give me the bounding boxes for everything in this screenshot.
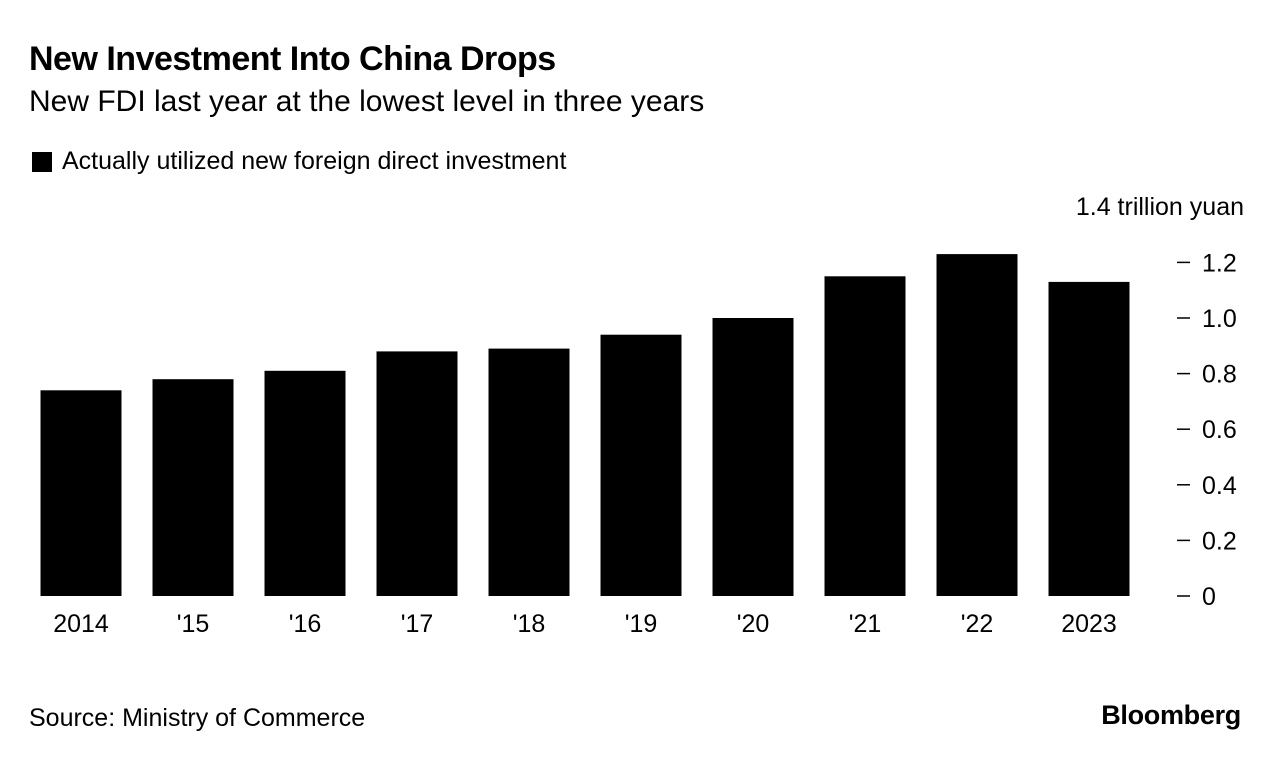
legend-swatch	[32, 151, 52, 172]
x-tick-label: '19	[625, 610, 658, 638]
x-tick-label: '22	[961, 610, 994, 638]
bar-'22	[936, 254, 1018, 596]
y-tick-label: 0.6	[1202, 416, 1237, 444]
x-tick-label: '16	[289, 610, 322, 638]
chart-title: New Investment Into China Drops	[29, 40, 556, 78]
bar-'19	[600, 334, 682, 596]
y-tick-label: 1.0	[1202, 305, 1237, 333]
bar-'20	[712, 318, 794, 596]
source-note: Source: Ministry of Commerce	[29, 704, 366, 732]
y-tick-label: 0.4	[1202, 472, 1237, 500]
y-tick-label: 0.2	[1202, 527, 1237, 555]
chart-subtitle: New FDI last year at the lowest level in…	[29, 85, 705, 118]
bar-2023	[1048, 281, 1130, 596]
x-tick-label: '18	[513, 610, 546, 638]
x-tick-label: '21	[849, 610, 882, 638]
x-tick-label: '17	[401, 610, 434, 638]
y-tick-label: 1.2	[1202, 249, 1237, 277]
bar-'18	[488, 348, 570, 596]
x-tick-label: '20	[737, 610, 770, 638]
x-tick-label: 2014	[53, 610, 109, 638]
legend-label: Actually utilized new foreign direct inv…	[62, 147, 567, 175]
y-axis-unit-label: 1.4 trillion yuan	[1075, 193, 1244, 221]
legend: Actually utilized new foreign direct inv…	[32, 147, 566, 176]
y-tick-label: 0.8	[1202, 361, 1237, 389]
bar-'17	[376, 351, 458, 596]
x-tick-label: '15	[177, 610, 210, 638]
bloomberg-logo: Bloomberg	[1101, 700, 1241, 730]
bar-2014	[40, 390, 122, 596]
x-tick-label: 2023	[1061, 610, 1117, 638]
bar-'16	[264, 370, 346, 596]
y-tick-label: 0	[1202, 583, 1216, 611]
bar-'21	[824, 276, 906, 596]
bar-'15	[152, 379, 234, 596]
